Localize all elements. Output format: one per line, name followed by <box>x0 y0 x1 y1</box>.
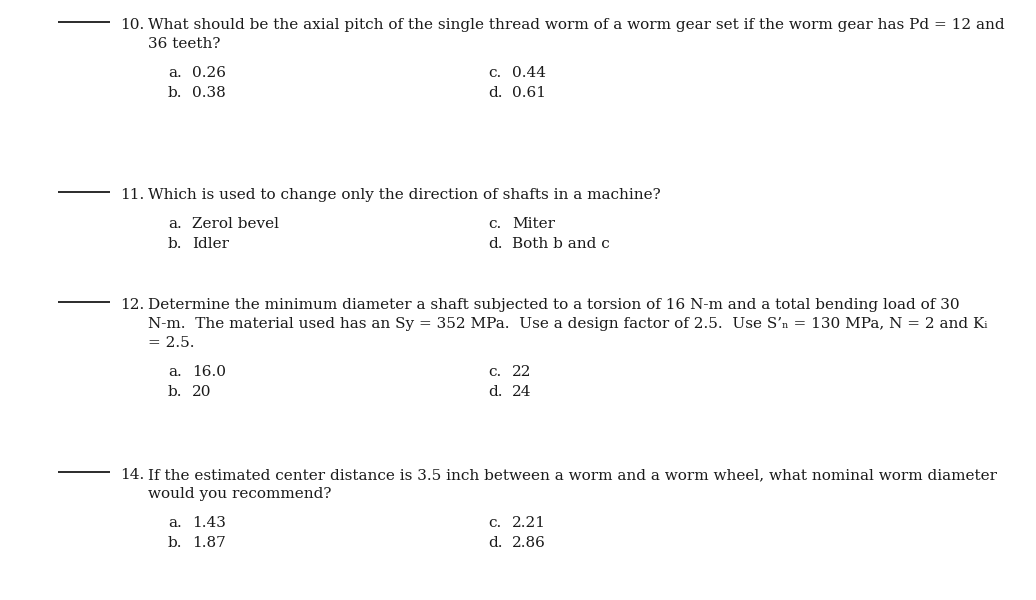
Text: Zerol bevel: Zerol bevel <box>192 217 279 231</box>
Text: 0.38: 0.38 <box>192 86 226 100</box>
Text: 0.26: 0.26 <box>192 66 226 80</box>
Text: If the estimated center distance is 3.5 inch between a worm and a worm wheel, wh: If the estimated center distance is 3.5 … <box>148 468 997 482</box>
Text: Idler: Idler <box>192 237 229 251</box>
Text: 14.: 14. <box>120 468 144 482</box>
Text: 24: 24 <box>512 385 531 399</box>
Text: c.: c. <box>488 66 501 80</box>
Text: Which is used to change only the direction of shafts in a machine?: Which is used to change only the directi… <box>148 188 661 202</box>
Text: c.: c. <box>488 365 501 379</box>
Text: 0.44: 0.44 <box>512 66 546 80</box>
Text: 20: 20 <box>192 385 211 399</box>
Text: 16.0: 16.0 <box>192 365 226 379</box>
Text: b.: b. <box>168 86 182 100</box>
Text: a.: a. <box>168 66 181 80</box>
Text: = 2.5.: = 2.5. <box>148 336 195 350</box>
Text: a.: a. <box>168 365 181 379</box>
Text: N-m.  The material used has an Sy = 352 MPa.  Use a design factor of 2.5.  Use S: N-m. The material used has an Sy = 352 M… <box>148 317 987 331</box>
Text: 11.: 11. <box>120 188 144 202</box>
Text: 2.86: 2.86 <box>512 536 546 550</box>
Text: b.: b. <box>168 536 182 550</box>
Text: d.: d. <box>488 536 502 550</box>
Text: 10.: 10. <box>120 18 144 32</box>
Text: d.: d. <box>488 86 502 100</box>
Text: c.: c. <box>488 516 501 530</box>
Text: 1.43: 1.43 <box>192 516 226 530</box>
Text: 1.87: 1.87 <box>192 536 226 550</box>
Text: 36 teeth?: 36 teeth? <box>148 37 221 51</box>
Text: Determine the minimum diameter a shaft subjected to a torsion of 16 N-m and a to: Determine the minimum diameter a shaft s… <box>148 298 959 312</box>
Text: 0.61: 0.61 <box>512 86 546 100</box>
Text: would you recommend?: would you recommend? <box>148 487 332 501</box>
Text: d.: d. <box>488 385 502 399</box>
Text: d.: d. <box>488 237 502 251</box>
Text: b.: b. <box>168 237 182 251</box>
Text: c.: c. <box>488 217 501 231</box>
Text: 22: 22 <box>512 365 531 379</box>
Text: a.: a. <box>168 217 181 231</box>
Text: 2.21: 2.21 <box>512 516 546 530</box>
Text: Both b and c: Both b and c <box>512 237 610 251</box>
Text: 12.: 12. <box>120 298 144 312</box>
Text: a.: a. <box>168 516 181 530</box>
Text: What should be the axial pitch of the single thread worm of a worm gear set if t: What should be the axial pitch of the si… <box>148 18 1005 32</box>
Text: b.: b. <box>168 385 182 399</box>
Text: Miter: Miter <box>512 217 555 231</box>
